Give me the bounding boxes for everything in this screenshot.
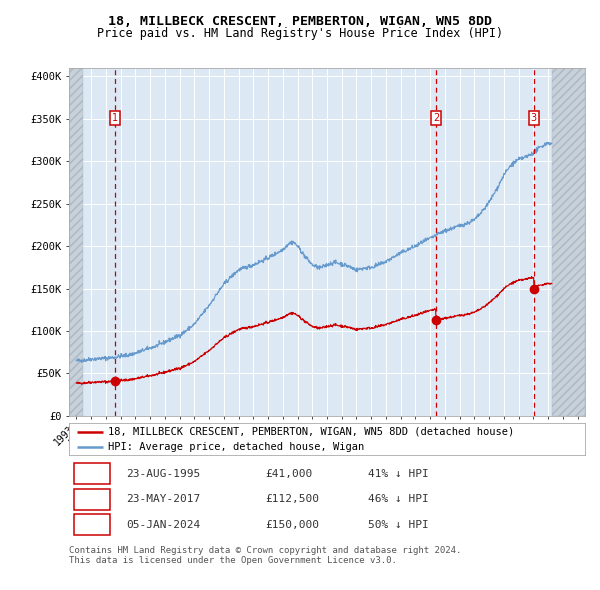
FancyBboxPatch shape: [74, 489, 110, 510]
Text: 23-AUG-1995: 23-AUG-1995: [126, 468, 200, 478]
Text: £41,000: £41,000: [265, 468, 313, 478]
Text: 1: 1: [89, 468, 95, 478]
FancyBboxPatch shape: [74, 463, 110, 484]
Text: Price paid vs. HM Land Registry's House Price Index (HPI): Price paid vs. HM Land Registry's House …: [97, 27, 503, 40]
Text: 18, MILLBECK CRESCENT, PEMBERTON, WIGAN, WN5 8DD (detached house): 18, MILLBECK CRESCENT, PEMBERTON, WIGAN,…: [108, 427, 514, 437]
Text: 2: 2: [89, 494, 95, 504]
Text: Contains HM Land Registry data © Crown copyright and database right 2024.
This d: Contains HM Land Registry data © Crown c…: [69, 546, 461, 565]
Text: 50% ↓ HPI: 50% ↓ HPI: [368, 520, 429, 530]
Text: 1: 1: [112, 113, 118, 123]
Text: 3: 3: [530, 113, 536, 123]
Text: 41% ↓ HPI: 41% ↓ HPI: [368, 468, 429, 478]
Text: £112,500: £112,500: [265, 494, 319, 504]
Text: 3: 3: [89, 520, 95, 530]
Text: 2: 2: [433, 113, 439, 123]
Text: 46% ↓ HPI: 46% ↓ HPI: [368, 494, 429, 504]
Text: £150,000: £150,000: [265, 520, 319, 530]
Text: 23-MAY-2017: 23-MAY-2017: [126, 494, 200, 504]
Text: 05-JAN-2024: 05-JAN-2024: [126, 520, 200, 530]
Text: HPI: Average price, detached house, Wigan: HPI: Average price, detached house, Wiga…: [108, 442, 364, 452]
Text: 18, MILLBECK CRESCENT, PEMBERTON, WIGAN, WN5 8DD: 18, MILLBECK CRESCENT, PEMBERTON, WIGAN,…: [108, 15, 492, 28]
FancyBboxPatch shape: [74, 514, 110, 535]
